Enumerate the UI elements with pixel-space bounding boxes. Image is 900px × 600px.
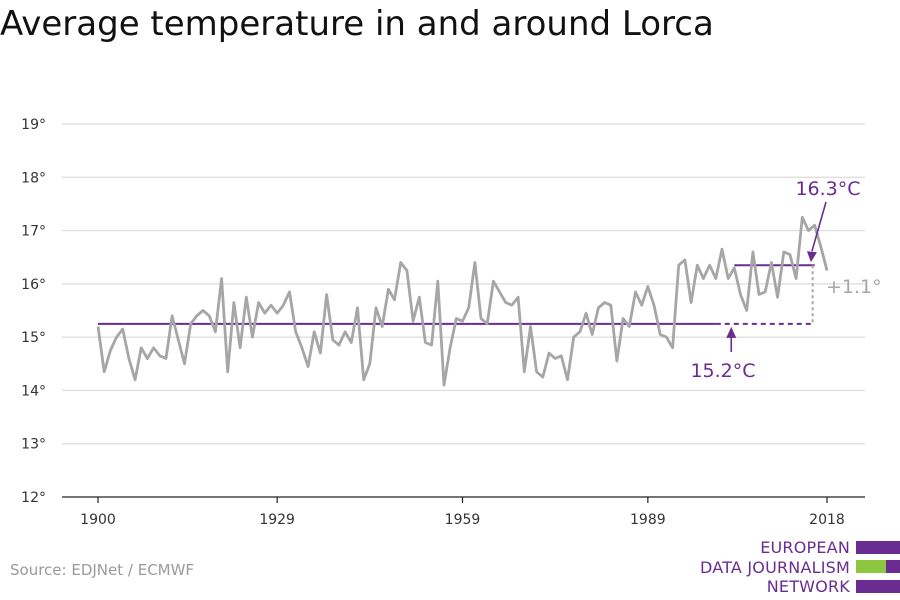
logo-bar-middle bbox=[856, 560, 900, 573]
y-tick-label: 19° bbox=[21, 117, 46, 133]
baseline-arrow-head bbox=[726, 326, 737, 338]
temperature-series-line bbox=[96, 215, 829, 387]
x-tick-label: 1959 bbox=[445, 512, 481, 528]
x-tick-label: 1900 bbox=[80, 512, 116, 528]
baseline-label: 15.2°C bbox=[690, 360, 755, 382]
y-tick-label: 13° bbox=[21, 437, 46, 453]
y-tick-label: 15° bbox=[21, 330, 46, 346]
y-tick-label: 14° bbox=[21, 383, 46, 399]
y-tick-label: 16° bbox=[21, 277, 46, 293]
logo-bar-green bbox=[856, 560, 886, 573]
axis-layer: 12° 13° 14° 15° 16° 17° 18° 19° 1900 1929 1959 1989… bbox=[21, 117, 865, 528]
logo-bar-top bbox=[856, 541, 900, 554]
chart-title: Average temperature in and around Lorca bbox=[0, 4, 714, 44]
reference-lines-layer bbox=[98, 264, 815, 325]
x-tick-label: 1989 bbox=[630, 512, 666, 528]
grid-layer bbox=[62, 123, 865, 445]
x-tick-label: 1929 bbox=[259, 512, 295, 528]
recent-arrow-head bbox=[806, 251, 817, 263]
logo-text-line-1: EUROPEAN bbox=[760, 538, 850, 557]
y-tick-label: 12° bbox=[21, 490, 46, 506]
annotation-layer: +1.1° 15.2°C 16.3°C bbox=[690, 178, 881, 382]
series-layer bbox=[96, 215, 829, 387]
logo-bar-bottom bbox=[856, 580, 900, 593]
recent-label: 16.3°C bbox=[795, 178, 860, 200]
source-note: Source: EDJNet / ECMWF bbox=[10, 561, 195, 579]
y-tick-label: 18° bbox=[21, 170, 46, 186]
delta-label: +1.1° bbox=[826, 276, 882, 298]
logo-text-line-3: NETWORK bbox=[766, 577, 850, 596]
y-tick-label: 17° bbox=[21, 224, 46, 240]
edjnet-logo[interactable]: EUROPEAN DATA JOURNALISM NETWORK bbox=[700, 538, 900, 600]
logo-text-line-2: DATA JOURNALISM bbox=[700, 558, 850, 577]
x-tick-label: 2018 bbox=[809, 512, 845, 528]
recent-arrow-line bbox=[811, 201, 827, 252]
